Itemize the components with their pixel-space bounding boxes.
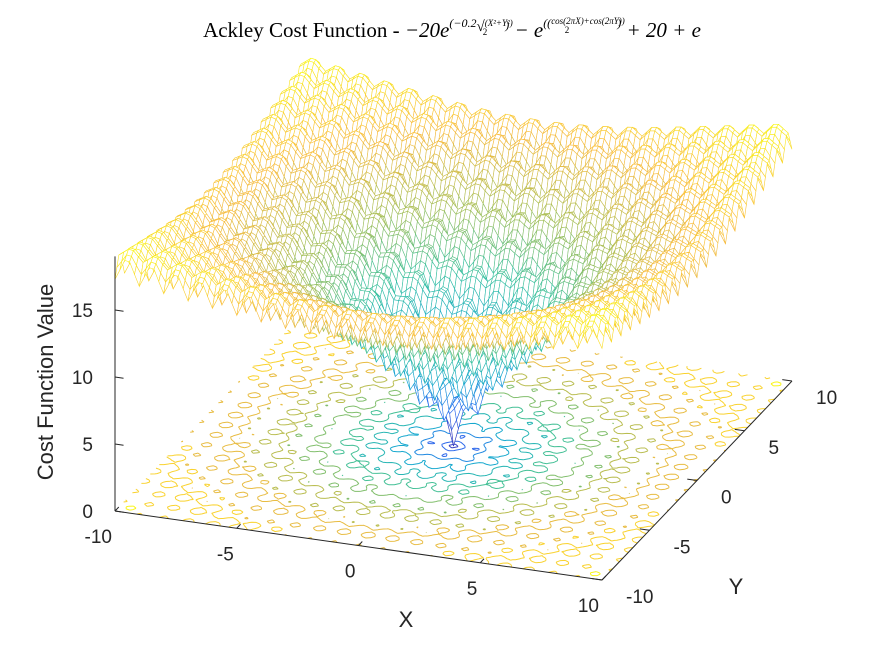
- title-exp2-end: ): [616, 16, 621, 30]
- title-part1: −20e: [405, 18, 450, 42]
- title-prefix: Ackley Cost Function -: [203, 18, 405, 42]
- title-exp1-denominator: 2: [483, 27, 488, 37]
- title-exp1-start: (−0.2: [449, 16, 476, 30]
- surface-mesh: [114, 57, 793, 447]
- title-exp2-denominator: 2: [565, 25, 570, 35]
- title-exp2-start: ((: [543, 16, 552, 30]
- title-part2: − e: [509, 18, 543, 42]
- title-part3: + 20 + e: [621, 18, 701, 42]
- title-exp1-end: ): [504, 18, 509, 32]
- contour-line: [414, 430, 493, 462]
- contour-line: [448, 443, 459, 449]
- title-exp2-numerator: cos(2πX)+cos(2πY)): [551, 16, 625, 26]
- contour-line: [427, 435, 480, 457]
- title-exp1-numerator: (X²+Y²): [485, 18, 513, 28]
- contour-line: [359, 407, 548, 485]
- contour-line: [385, 418, 522, 474]
- contour-plot: [114, 311, 793, 581]
- contour-line: [326, 395, 581, 497]
- chart-title: Ackley Cost Function - −20e(−0.2√(X²+Y²)…: [203, 16, 701, 42]
- contour-line: [239, 358, 668, 534]
